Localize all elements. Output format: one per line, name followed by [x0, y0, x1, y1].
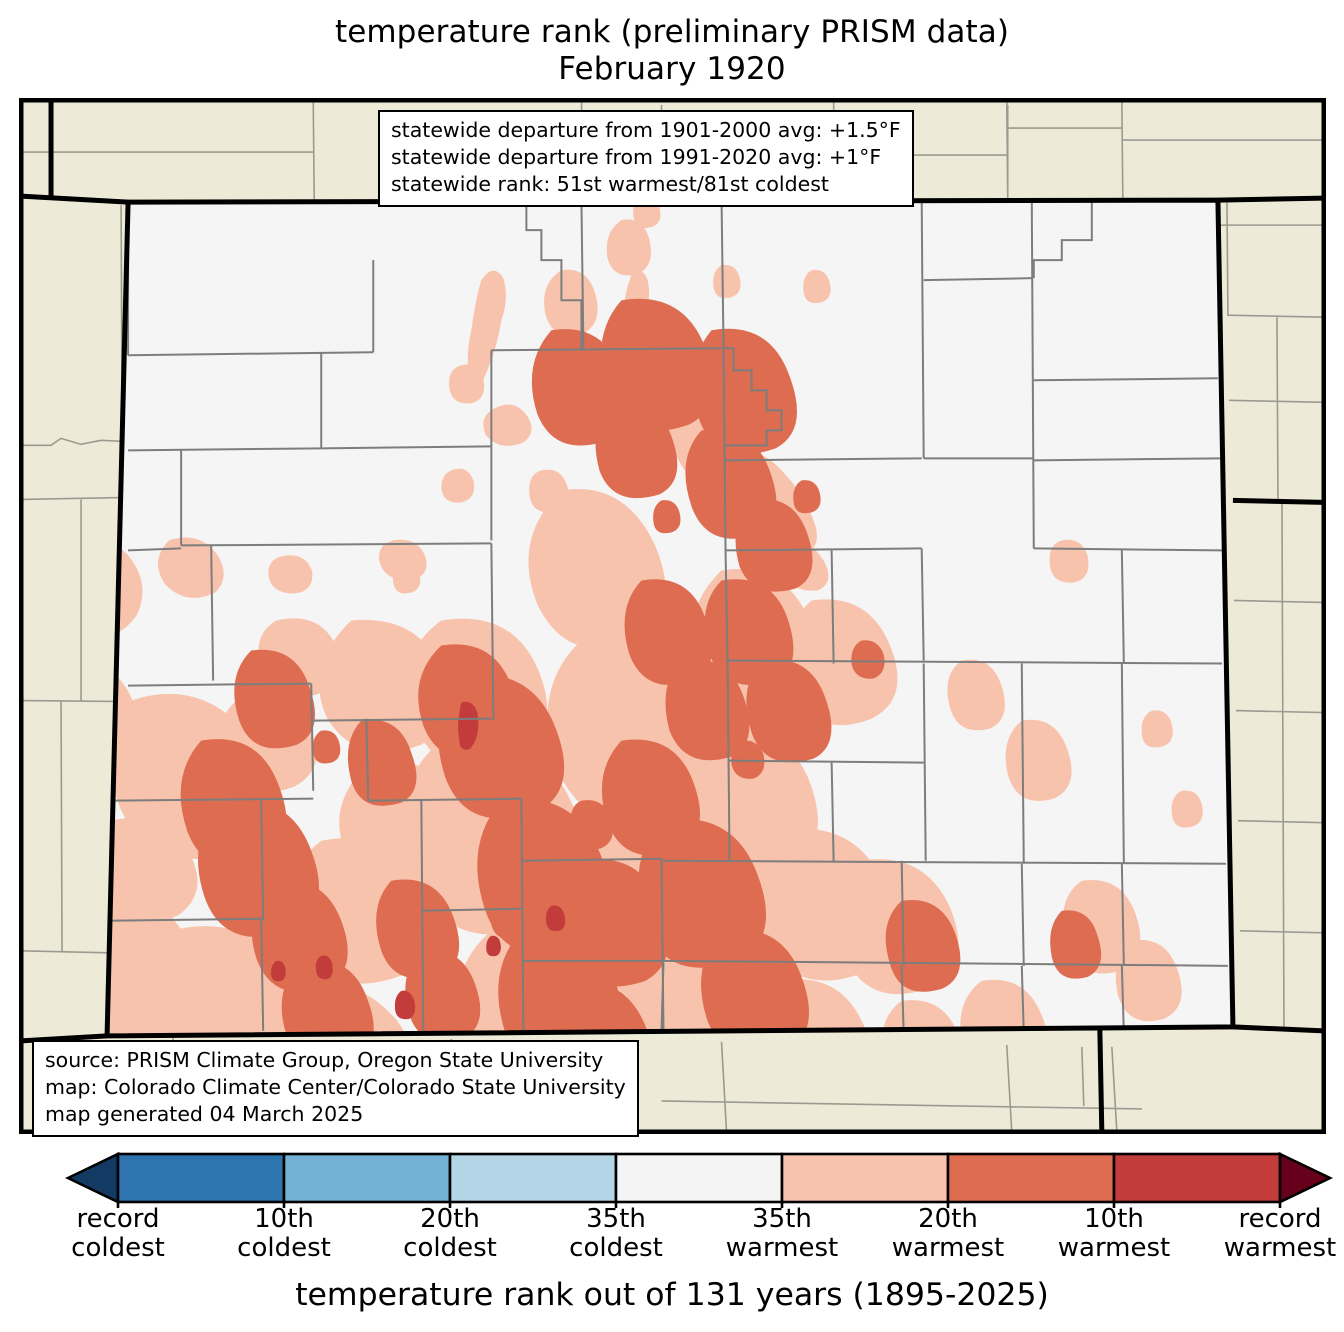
colorbar-label-20th-coldest: 20th coldest [403, 1204, 497, 1264]
map-generated-line: map generated 04 March 2025 [45, 1101, 364, 1126]
statewide-stats-box: statewide departure from 1901-2000 avg: … [378, 110, 914, 207]
colorbar-ticks [116, 1202, 1282, 1208]
colorado-temperature-rank-map [21, 100, 1324, 1132]
state-interior-group [107, 200, 1233, 1036]
colorbar-label-20th-warmest: 20th warmest [891, 1204, 1005, 1264]
colorbar-segment-record-warmest [1278, 1151, 1334, 1205]
map-credit-line: map: Colorado Climate Center/Colorado St… [45, 1074, 626, 1099]
colorbar-segment-10th-coldest [116, 1152, 286, 1204]
colorbar-segment-record-coldest [64, 1151, 120, 1205]
colorado-county-lines [107, 200, 1228, 1033]
colorbar-label-10th-coldest: 10th coldest [237, 1204, 331, 1264]
map-frame [19, 98, 1326, 1134]
colorbar [0, 1148, 1344, 1208]
title-line-1: temperature rank (preliminary PRISM data… [334, 14, 1010, 50]
colorbar-svg [64, 1151, 1334, 1208]
map-border-frame [21, 100, 1324, 1132]
colorbar-label-record-warmest: record warmest [1223, 1204, 1337, 1264]
source-line: source: PRISM Climate Group, Oregon Stat… [45, 1048, 604, 1072]
neighbor-state-borders [21, 100, 1324, 1132]
rank-10th-warmest-regions [271, 701, 566, 1020]
colorbar-segment-10th-warmest [1112, 1152, 1282, 1204]
title-line-2: February 1920 [558, 50, 786, 87]
colorbar-segment-20th-coldest [282, 1152, 452, 1204]
colorbar-segment-35th-warmest [780, 1152, 950, 1204]
colorbar-label-35th-warmest: 35th warmest [725, 1204, 839, 1264]
colorbar-segment-35th-coldest [448, 1152, 618, 1204]
page-title: temperature rank (preliminary PRISM data… [0, 14, 1344, 87]
stats-departure-1991-2020: statewide departure from 1991-2020 avg: … [391, 144, 882, 169]
source-credit-box: source: PRISM Climate Group, Oregon Stat… [32, 1040, 639, 1137]
colorbar-label-10th-warmest: 10th warmest [1057, 1204, 1171, 1264]
rank-20th-warmest-regions [180, 298, 1102, 1036]
colorbar-segment-20th-warmest [946, 1152, 1116, 1204]
stats-statewide-rank: statewide rank: 51st warmest/81st coldes… [391, 171, 829, 196]
colorbar-segment-near-normal [614, 1152, 784, 1204]
colorbar-tick-labels: record coldest 10th coldest 20th coldest… [0, 1204, 1344, 1271]
colorbar-title: temperature rank out of 131 years (1895-… [295, 1277, 1049, 1313]
colorbar-label-35th-coldest: 35th coldest [569, 1204, 663, 1264]
colorbar-label-record-coldest: record coldest [71, 1204, 165, 1264]
stats-departure-1901-2000: statewide departure from 1901-2000 avg: … [391, 118, 901, 142]
